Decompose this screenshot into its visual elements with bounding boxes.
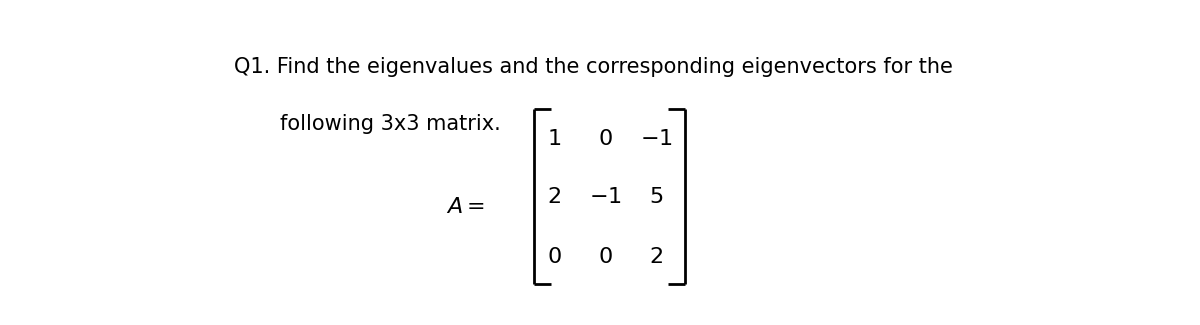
Text: 5: 5 — [649, 187, 664, 207]
Text: following 3x3 matrix.: following 3x3 matrix. — [281, 114, 500, 134]
Text: $-1$: $-1$ — [589, 187, 622, 207]
Text: Q1. Find the eigenvalues and the corresponding eigenvectors for the: Q1. Find the eigenvalues and the corresp… — [234, 57, 953, 76]
Text: 1: 1 — [547, 129, 562, 149]
Text: $A=$: $A=$ — [446, 197, 485, 217]
Text: 2: 2 — [547, 187, 562, 207]
Text: $-1$: $-1$ — [641, 129, 673, 149]
Text: 0: 0 — [599, 247, 613, 267]
Text: 0: 0 — [599, 129, 613, 149]
Text: 2: 2 — [649, 247, 664, 267]
Text: 0: 0 — [547, 247, 562, 267]
